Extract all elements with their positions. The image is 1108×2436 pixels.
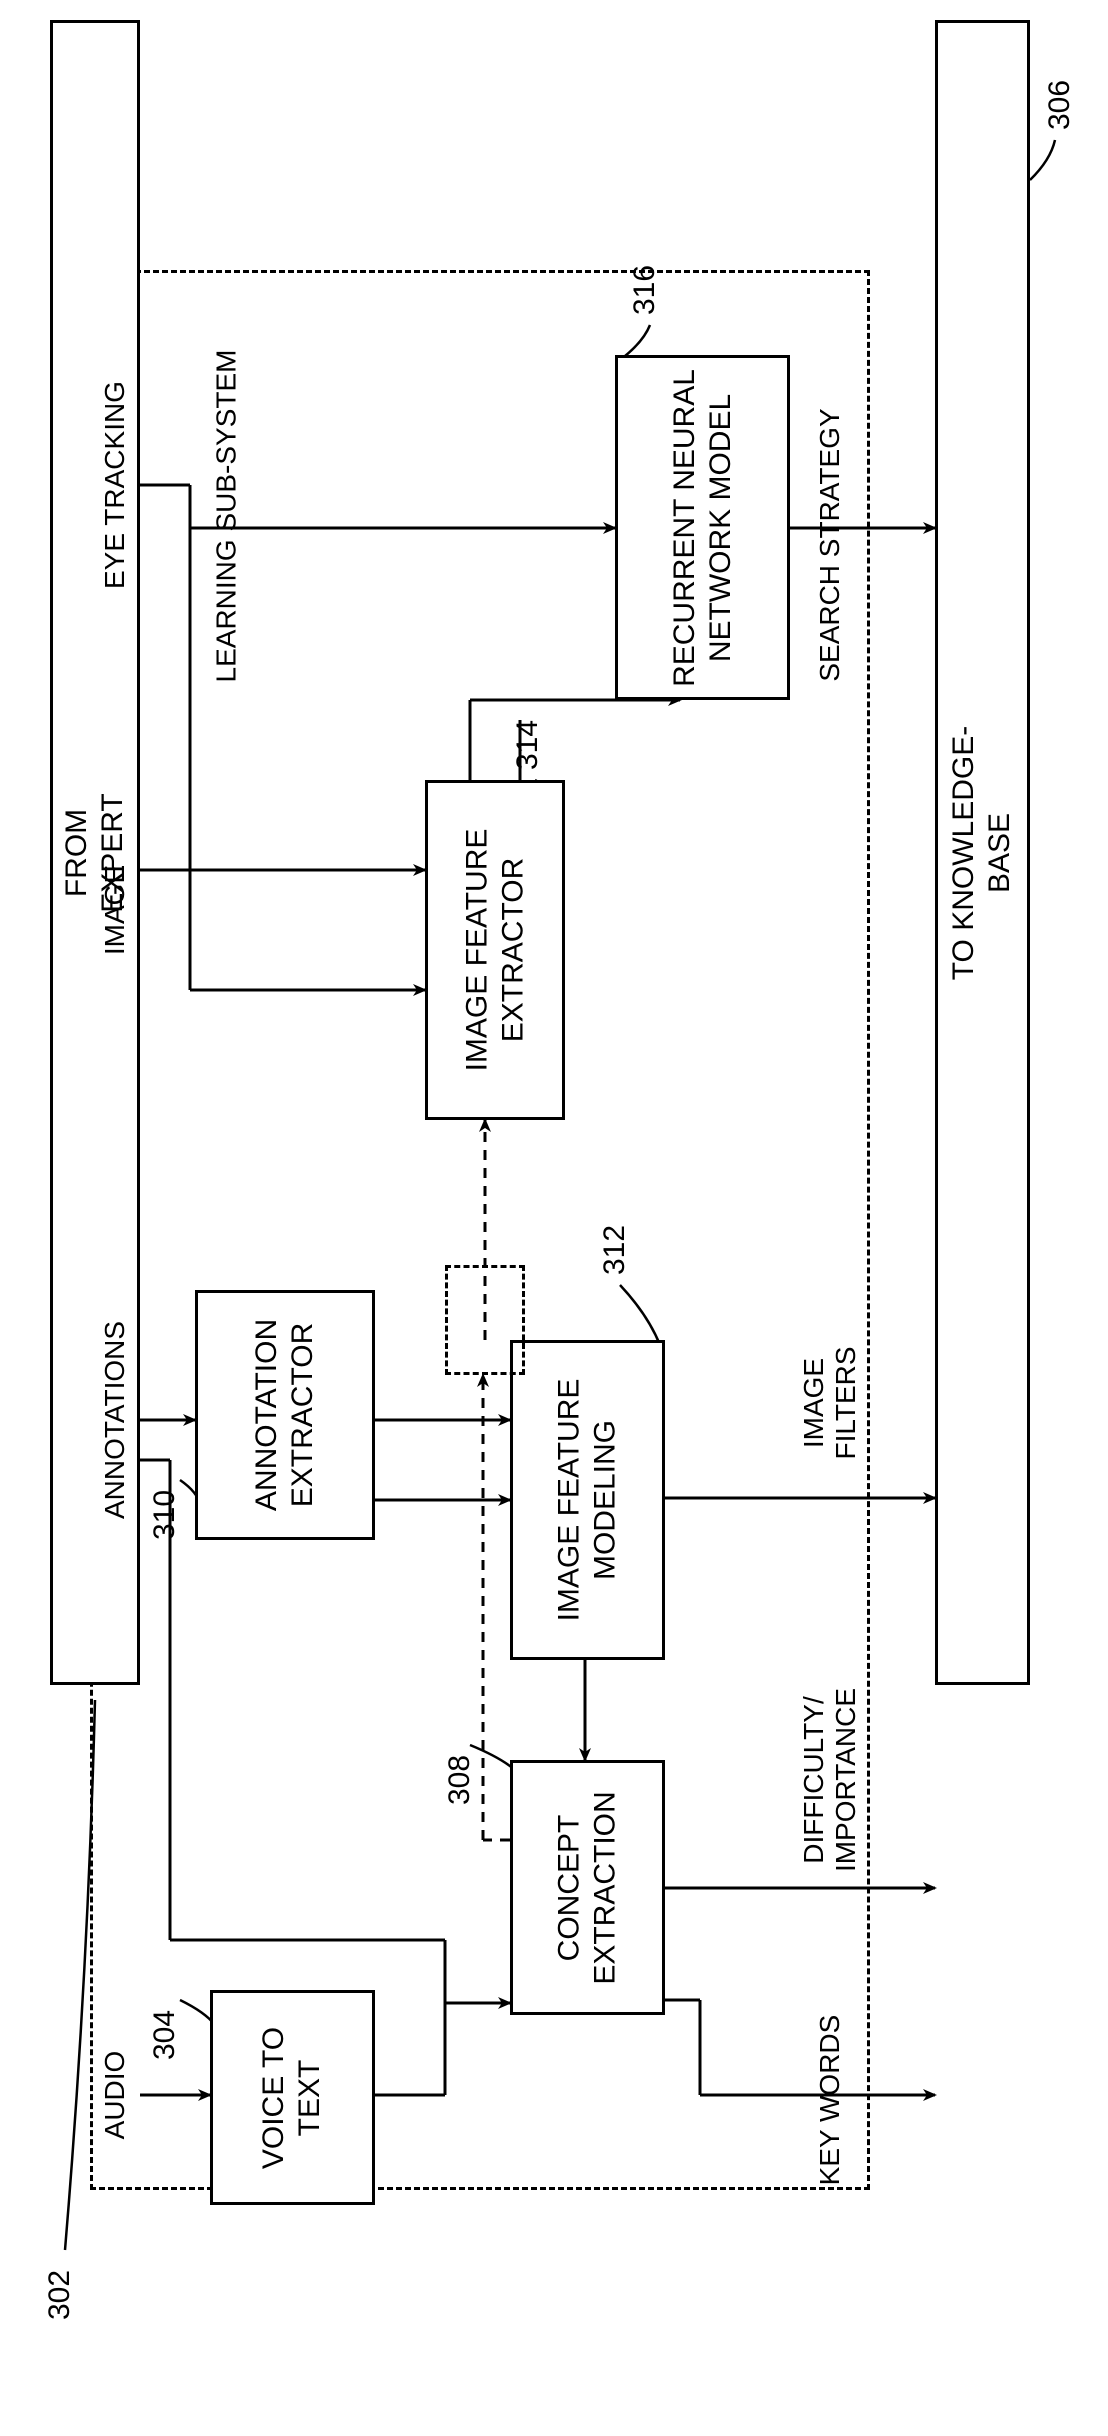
annotation_ext-label: ANNOTATION EXTRACTOR [249, 1319, 321, 1511]
label-eye_tracking: EYE TRACKING [99, 381, 131, 589]
label-image: IMAGE [99, 865, 131, 955]
ref-314: 314 [511, 720, 545, 770]
label-search_strategy: SEARCH STRATEGY [814, 408, 846, 681]
diagram-canvas: LEARNING SUB-SYSTEMFROM EXPERTTO KNOWLED… [0, 0, 1108, 2436]
ref-302: 302 [43, 2270, 77, 2320]
ref-316: 316 [628, 265, 662, 315]
label-key_words: KEY WORDS [814, 2015, 846, 2186]
ref-310: 310 [148, 1490, 182, 1540]
image_feat_ext: IMAGE FEATURE EXTRACTOR [425, 780, 565, 1120]
image_feat_mod-label: IMAGE FEATURE MODELING [552, 1379, 624, 1622]
label-audio: AUDIO [99, 2051, 131, 2140]
to_kb: TO KNOWLEDGE- BASE [935, 20, 1030, 1685]
ref-304: 304 [148, 2010, 182, 2060]
small_dashed [445, 1265, 525, 1375]
label-difficulty: DIFFICULTY/ IMPORTANCE [798, 1688, 862, 1872]
label-image_filters: IMAGE FILTERS [798, 1346, 862, 1459]
rnn_model-label: RECURRENT NEURAL NETWORK MODEL [667, 369, 739, 687]
ref-312: 312 [598, 1225, 632, 1275]
concept_ext-label: CONCEPT EXTRACTION [552, 1791, 624, 1984]
rnn_model: RECURRENT NEURAL NETWORK MODEL [615, 355, 790, 700]
image_feat_mod: IMAGE FEATURE MODELING [510, 1340, 665, 1660]
annotation_ext: ANNOTATION EXTRACTOR [195, 1290, 375, 1540]
label-annotations: ANNOTATIONS [99, 1321, 131, 1519]
ref-308: 308 [443, 1755, 477, 1805]
voice_to_text: VOICE TO TEXT [210, 1990, 375, 2205]
concept_ext: CONCEPT EXTRACTION [510, 1760, 665, 2015]
ref-306: 306 [1043, 80, 1077, 130]
voice_to_text-label: VOICE TO TEXT [256, 2026, 328, 2168]
learning-subsystem-title: LEARNING SUB-SYSTEM [210, 350, 242, 683]
image_feat_ext-label: IMAGE FEATURE EXTRACTOR [459, 829, 531, 1072]
to_kb-label: TO KNOWLEDGE- BASE [947, 725, 1019, 979]
